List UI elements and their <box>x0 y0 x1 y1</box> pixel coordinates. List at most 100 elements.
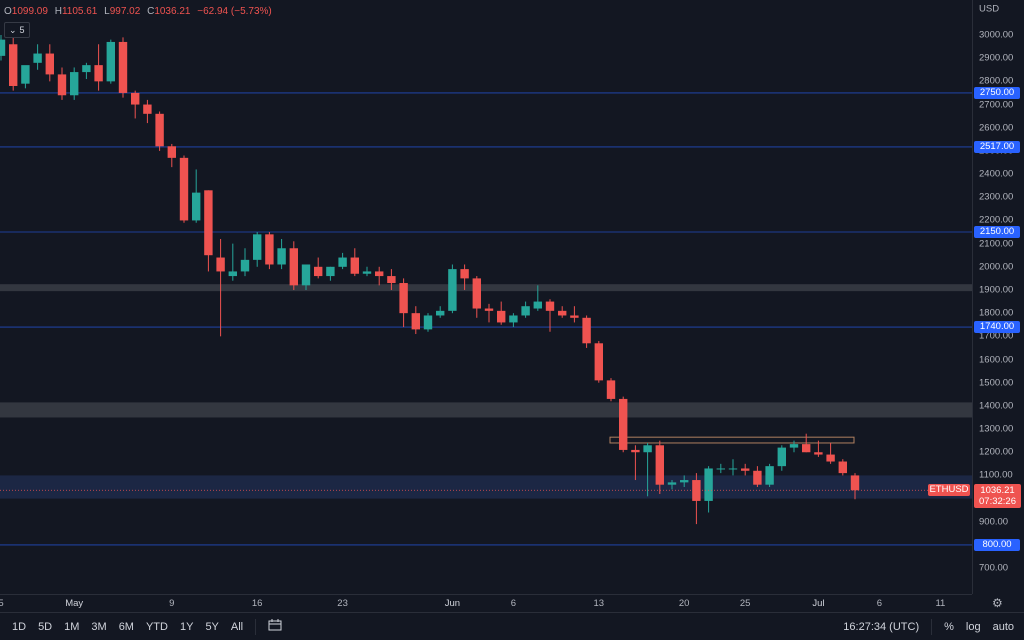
candle-body <box>45 53 54 75</box>
candle-body <box>423 315 433 330</box>
candle-body <box>667 482 677 485</box>
candle <box>802 433 811 453</box>
timeframe-1d[interactable]: 1D <box>12 620 27 633</box>
candle <box>362 266 372 277</box>
timeframe-1m[interactable]: 1M <box>64 620 80 633</box>
candle <box>179 155 189 223</box>
current-price-value: 1036.21 <box>980 485 1015 497</box>
candle-body <box>716 468 725 470</box>
candle-body <box>82 65 91 73</box>
candle <box>448 264 457 314</box>
candle-body <box>70 72 79 96</box>
candle <box>606 378 616 402</box>
candle <box>765 463 774 488</box>
price-axis-tick: 1300.00 <box>979 423 1014 435</box>
candle <box>118 37 128 98</box>
candle <box>70 67 79 100</box>
price-axis-tick: 2800.00 <box>979 75 1014 87</box>
indicators-toggle-button[interactable]: ⌄ 5 <box>4 22 30 38</box>
level-price-tag: 1740.00 <box>974 321 1020 334</box>
candle-body <box>606 380 616 399</box>
candle <box>472 276 481 318</box>
candle-body <box>289 248 298 286</box>
timeframe-ytd[interactable]: YTD <box>145 620 168 633</box>
candle-body <box>765 466 774 485</box>
candle <box>692 473 701 525</box>
auto-scale-toggle[interactable]: auto <box>992 620 1014 633</box>
timeframe-5y[interactable]: 5Y <box>205 620 219 633</box>
candle-body <box>240 259 250 272</box>
candle <box>716 463 725 474</box>
candle-body <box>497 310 506 323</box>
clock-timezone[interactable]: 16:27:34 (UTC) <box>843 620 920 633</box>
price-chart-plot[interactable] <box>0 0 972 594</box>
candle-body <box>375 271 384 277</box>
candle <box>497 301 506 325</box>
candle <box>57 67 67 100</box>
candle-body <box>655 445 664 485</box>
candle-body <box>301 264 311 286</box>
price-axis[interactable]: USD 700.00900.001000.001100.001200.00130… <box>972 0 1024 594</box>
candle <box>277 238 286 270</box>
change-value: −62.94 (−5.73%) <box>197 6 272 17</box>
candle-body <box>472 278 481 309</box>
candle-body <box>521 306 530 316</box>
candle-body <box>850 475 860 491</box>
candle <box>143 99 152 124</box>
currency-label[interactable]: USD <box>979 3 1000 15</box>
candle <box>741 463 750 476</box>
candle-body <box>582 317 591 344</box>
candle <box>106 39 115 84</box>
candle <box>314 257 323 279</box>
timeframe-all[interactable]: All <box>230 620 244 633</box>
time-axis[interactable]: 5 May 9 16 23 Jun 6 13 20 25 Jul 6 11 <box>0 594 972 612</box>
indicator-count: 5 <box>19 25 25 35</box>
price-axis-tick: 2900.00 <box>979 52 1014 64</box>
percent-scale-toggle[interactable]: % <box>944 620 954 633</box>
candle-body <box>106 41 115 82</box>
candle <box>387 269 396 290</box>
candle-body <box>0 39 6 56</box>
timeframe-3m[interactable]: 3M <box>91 620 107 633</box>
log-scale-toggle[interactable]: log <box>965 620 981 633</box>
candle <box>216 238 225 337</box>
timeframe-6m[interactable]: 6M <box>118 620 134 633</box>
price-axis-tick: 3000.00 <box>979 29 1014 41</box>
candle <box>545 299 555 332</box>
candle-body <box>704 468 713 501</box>
candle-body <box>789 444 799 448</box>
time-axis-tick: 9 <box>169 598 175 609</box>
candle <box>240 248 250 277</box>
close-label: C <box>147 6 155 17</box>
candle <box>826 442 835 464</box>
timeframe-5d[interactable]: 5D <box>38 620 53 633</box>
price-axis-tick: 1200.00 <box>979 446 1014 458</box>
time-axis-tick: 25 <box>739 598 751 609</box>
candle <box>253 232 262 267</box>
candle-body <box>826 454 835 462</box>
range-box <box>609 436 855 444</box>
price-axis-tick: 1600.00 <box>979 354 1014 366</box>
candle-body <box>192 192 201 221</box>
candle <box>192 169 201 223</box>
price-axis-tick: 2100.00 <box>979 238 1014 250</box>
level-price-tag: 2150.00 <box>974 226 1020 239</box>
open-label: O <box>4 6 12 17</box>
candle-body <box>448 269 457 311</box>
candle <box>265 232 274 270</box>
candle <box>789 440 799 453</box>
timeframe-1y[interactable]: 1Y <box>179 620 194 633</box>
candle-body <box>545 301 555 311</box>
candle-body <box>509 315 518 323</box>
candle-body <box>387 276 396 284</box>
candle-body <box>155 113 164 147</box>
candle <box>594 340 603 383</box>
date-range-icon[interactable] <box>262 619 288 634</box>
bottom-toolbar: 1D 5D 1M 3M 6M YTD 1Y 5Y All 16:27:34 (U… <box>0 612 1024 640</box>
gear-icon[interactable]: ⚙ <box>992 596 1003 610</box>
candle <box>582 315 591 348</box>
candle <box>204 190 213 272</box>
candle <box>338 252 347 270</box>
candle <box>301 264 311 290</box>
level-price-tag: 2750.00 <box>974 86 1020 99</box>
